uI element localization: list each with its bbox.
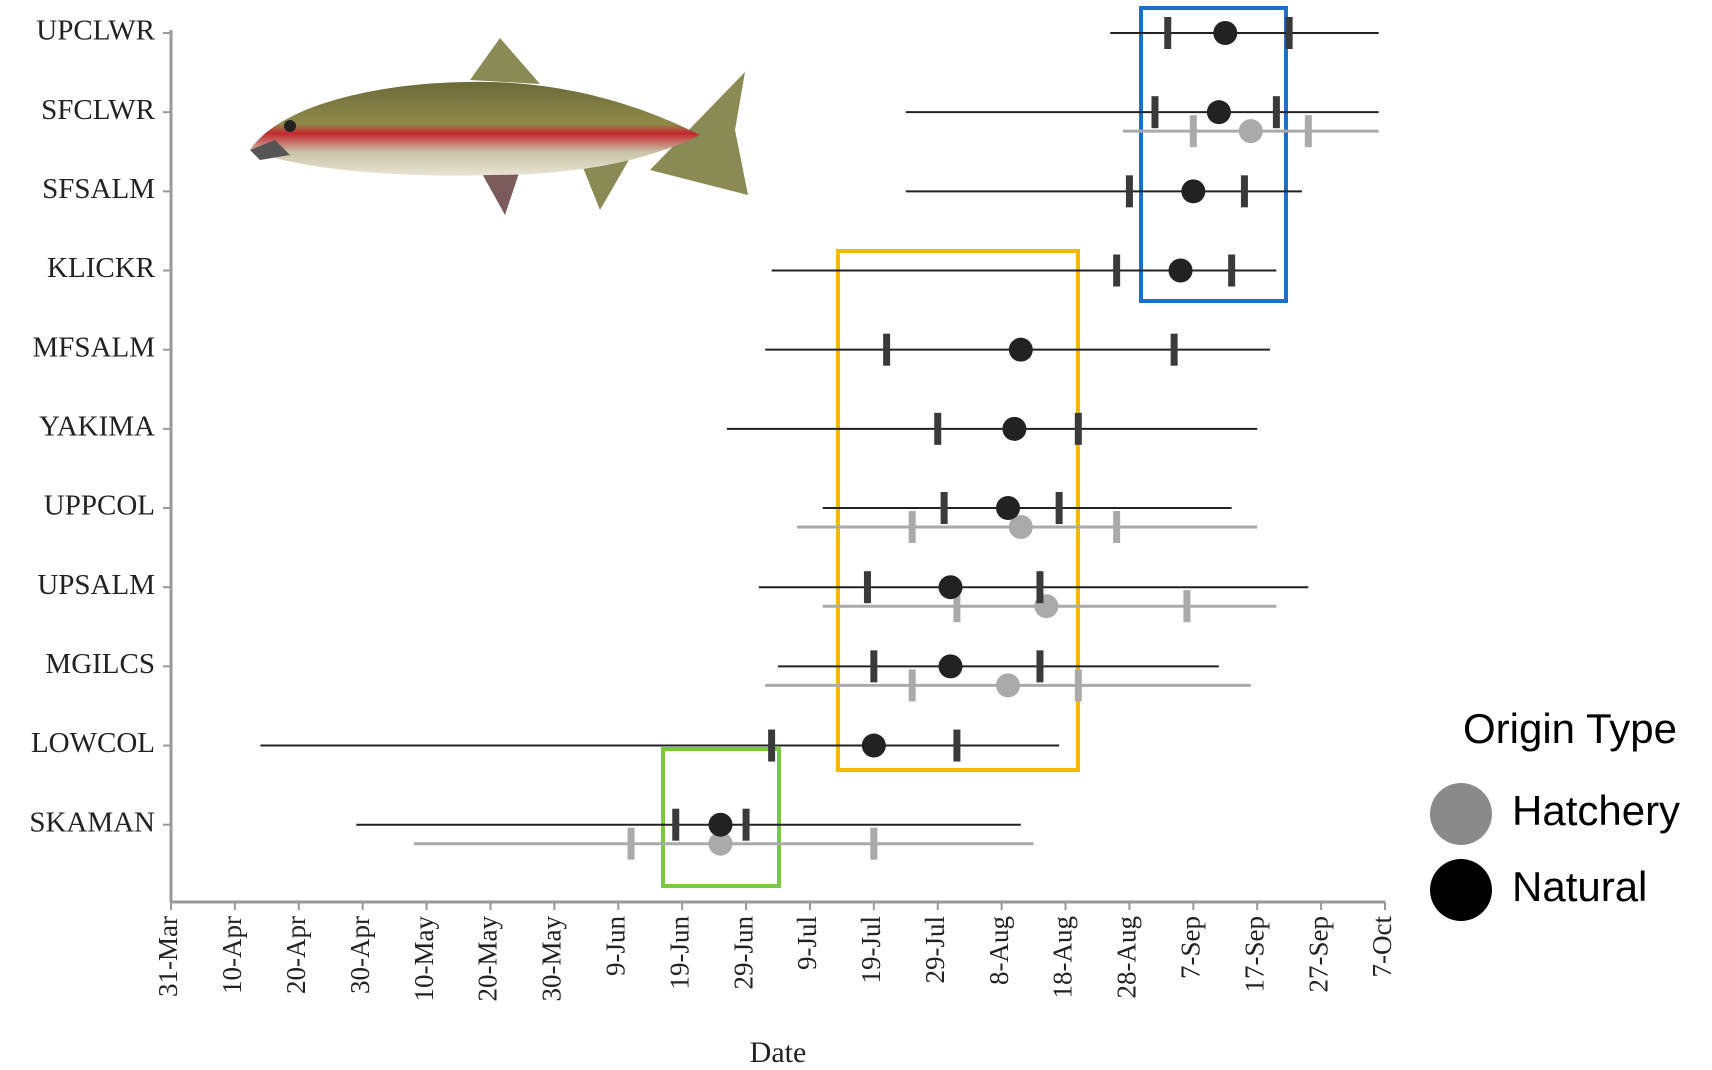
x-tick-label: 7-Sep: [1176, 916, 1206, 979]
x-tick-label: 31-Mar: [153, 916, 183, 997]
x-tick-label: 30-Apr: [345, 916, 375, 994]
legend-marker: [1430, 859, 1492, 921]
median-dot: [939, 575, 963, 599]
quantile-tick: [1241, 175, 1248, 207]
median-dot: [939, 654, 963, 678]
median-dot: [1239, 119, 1263, 143]
quantile-tick: [1126, 175, 1133, 207]
x-axis-label: Date: [750, 1036, 807, 1069]
quantile-tick: [1273, 96, 1280, 128]
x-tick-label: 9-Jul: [792, 916, 822, 970]
quantile-tick: [1305, 115, 1312, 147]
x-tick-label: 7-Oct: [1367, 916, 1397, 978]
y-tick-label: SKAMAN: [29, 806, 155, 838]
quantile-tick: [909, 669, 916, 701]
quantile-tick: [870, 828, 877, 860]
quantile-tick: [934, 413, 941, 445]
x-tick-label: 19-Jun: [664, 916, 694, 990]
quantile-tick: [1171, 334, 1178, 366]
quantile-tick: [1113, 511, 1120, 543]
x-tick-label: 19-Jul: [856, 916, 886, 984]
median-dot: [1207, 100, 1231, 124]
quantile-tick: [864, 571, 871, 603]
median-dot: [1181, 179, 1205, 203]
x-tick-label: 27-Sep: [1303, 916, 1333, 993]
legend-title: Origin Type: [1463, 705, 1677, 752]
quantile-tick: [1113, 255, 1120, 287]
quantile-tick: [1228, 255, 1235, 287]
fish-illustration: [250, 38, 748, 215]
x-tick-label: 28-Aug: [1112, 916, 1142, 999]
x-tick-label: 8-Aug: [984, 916, 1014, 985]
median-dot: [1213, 21, 1237, 45]
quantile-tick: [672, 809, 679, 841]
x-tick-label: 20-Apr: [281, 916, 311, 994]
x-tick-label: 30-May: [537, 916, 567, 1002]
x-tick-label: 17-Sep: [1239, 916, 1269, 993]
y-tick-label: UPSALM: [37, 569, 155, 601]
median-dot: [862, 734, 886, 758]
x-tick-label: 29-Jul: [920, 916, 950, 984]
quantile-tick: [743, 809, 750, 841]
x-tick-label: 10-Apr: [217, 916, 247, 994]
quantile-tick: [1286, 17, 1293, 49]
quantile-tick: [870, 650, 877, 682]
x-tick-label: 20-May: [473, 916, 503, 1002]
quantile-tick: [1183, 590, 1190, 622]
y-tick-label: YAKIMA: [39, 411, 155, 443]
quantile-tick: [1164, 17, 1171, 49]
chart: Date Origin Type 31-Mar 10-Apr 20-Apr 30-Ap…: [0, 0, 1712, 1070]
quantile-tick: [1075, 413, 1082, 445]
legend-label: Natural: [1512, 863, 1647, 910]
y-tick-label: KLICKR: [47, 252, 156, 284]
x-tick-label: 10-May: [409, 916, 439, 1002]
quantile-tick: [953, 730, 960, 762]
y-tick-label: MFSALM: [33, 331, 156, 363]
y-tick-label: MGILCS: [45, 648, 155, 680]
median-dot: [708, 813, 732, 837]
x-tick-label: 9-Jun: [600, 916, 630, 976]
legend-label: Hatchery: [1512, 787, 1680, 834]
quantile-tick: [1056, 492, 1063, 524]
quantile-tick: [1036, 650, 1043, 682]
y-tick-label: UPPCOL: [44, 490, 155, 522]
quantile-tick: [1075, 669, 1082, 701]
y-tick-label: UPCLWR: [36, 15, 155, 47]
quantile-tick: [1036, 571, 1043, 603]
quantile-tick: [768, 730, 775, 762]
quantile-tick: [941, 492, 948, 524]
median-dot: [1009, 338, 1033, 362]
quantile-tick: [1190, 115, 1197, 147]
y-tick-label: SFCLWR: [41, 94, 156, 126]
quantile-tick: [883, 334, 890, 366]
median-dot: [1169, 259, 1193, 283]
y-tick-label: LOWCOL: [31, 727, 155, 759]
median-dot: [996, 496, 1020, 520]
median-dot: [996, 673, 1020, 697]
x-tick-label: 29-Jun: [728, 916, 758, 990]
median-dot: [1002, 417, 1026, 441]
quantile-tick: [628, 828, 635, 860]
y-tick-label: SFSALM: [42, 173, 155, 205]
quantile-tick: [1151, 96, 1158, 128]
legend-marker: [1430, 783, 1492, 845]
x-tick-label: 18-Aug: [1048, 916, 1078, 999]
highlight-box: [1141, 8, 1286, 301]
highlight-box: [838, 251, 1078, 770]
quantile-tick: [909, 511, 916, 543]
